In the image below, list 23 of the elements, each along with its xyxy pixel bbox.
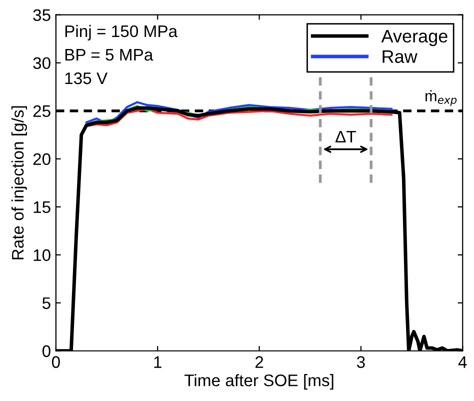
line-series (85, 101, 392, 124)
x-tick-label: 1 (154, 356, 162, 368)
annotation: BP = 5 MPa (65, 49, 154, 61)
annotation: 135 V (65, 72, 108, 84)
y-tick-label: 5 (42, 297, 50, 310)
y-tick-label: 10 (34, 249, 50, 262)
x-tick-label: 3 (356, 356, 365, 368)
x-tick-label: 4 (458, 356, 467, 368)
y-axis-title: Rate of injection [g/s] (11, 106, 27, 260)
y-tick-label: 15 (34, 201, 50, 214)
y-tick-label: 25 (33, 105, 50, 118)
annotation: Pinj = 150 MPa (65, 24, 178, 40)
annotation: ΔT (336, 130, 356, 142)
legend-label: Raw (382, 50, 418, 63)
ref-line-label: ṁ$_{exp}$ (426, 90, 457, 106)
y-tick-label: 0 (42, 345, 50, 358)
x-tick-label: 2 (255, 356, 264, 368)
y-tick-label: 35 (33, 9, 50, 22)
y-tick-label: 20 (33, 153, 50, 166)
x-tick-label: 0 (52, 356, 60, 368)
y-tick-label: 30 (33, 57, 50, 70)
x-axis-title: Time after SOE [ms] (184, 374, 334, 390)
legend-label: Average (381, 30, 448, 46)
